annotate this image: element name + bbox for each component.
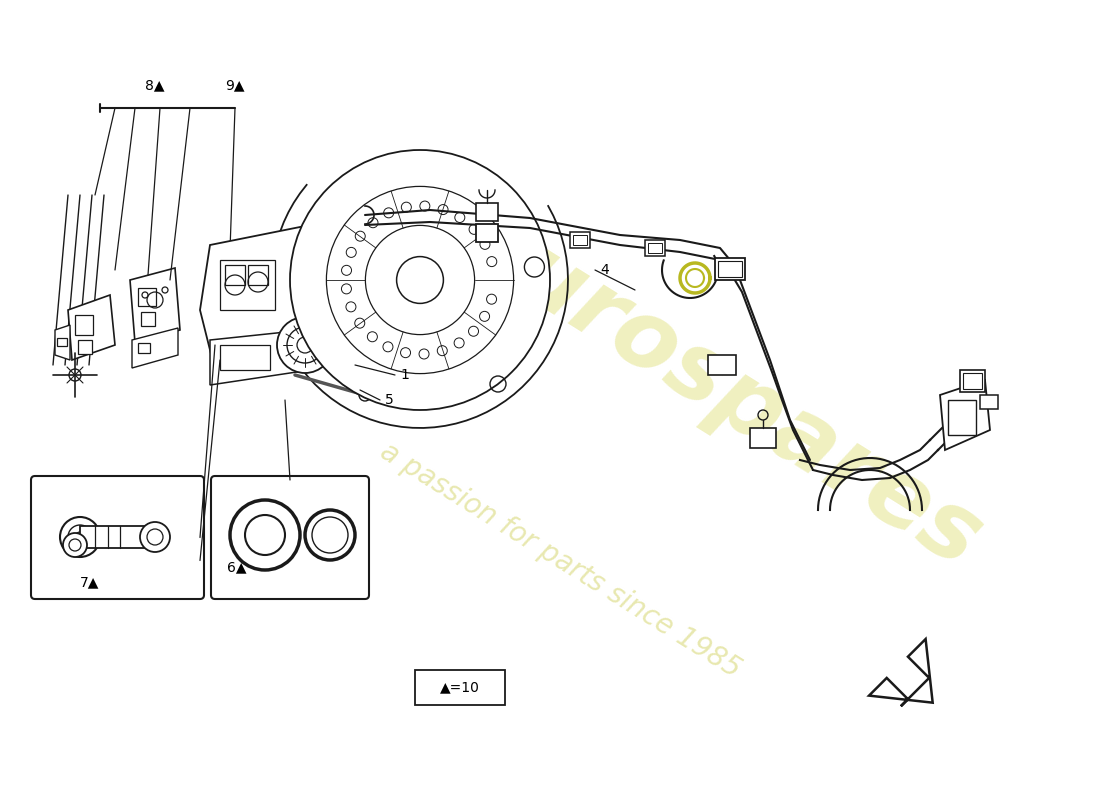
Circle shape xyxy=(397,257,443,303)
Bar xyxy=(57,338,67,346)
Circle shape xyxy=(140,522,170,552)
Circle shape xyxy=(290,150,550,410)
Bar xyxy=(570,232,590,248)
Bar xyxy=(415,670,505,705)
Polygon shape xyxy=(210,330,310,385)
Circle shape xyxy=(63,533,87,557)
Polygon shape xyxy=(132,328,178,368)
Bar xyxy=(960,370,984,392)
Bar xyxy=(948,400,976,435)
Bar xyxy=(980,395,998,409)
Bar xyxy=(645,240,665,256)
Text: 7▲: 7▲ xyxy=(80,575,100,589)
Bar xyxy=(75,315,94,335)
Text: a passion for parts since 1985: a passion for parts since 1985 xyxy=(375,437,746,683)
Polygon shape xyxy=(940,380,990,450)
Bar xyxy=(715,258,745,280)
Text: 4: 4 xyxy=(600,263,608,277)
Circle shape xyxy=(305,510,355,560)
Bar xyxy=(718,261,743,277)
Bar xyxy=(708,355,736,375)
Text: 5: 5 xyxy=(385,393,394,407)
Text: 6▲: 6▲ xyxy=(228,560,246,574)
Bar xyxy=(141,312,155,326)
Bar xyxy=(248,265,268,285)
Bar xyxy=(476,203,498,221)
Polygon shape xyxy=(130,268,180,343)
Text: 1: 1 xyxy=(400,368,409,382)
Polygon shape xyxy=(200,225,330,370)
Bar xyxy=(573,235,587,245)
Text: ▲=10: ▲=10 xyxy=(440,681,480,694)
Circle shape xyxy=(230,500,300,570)
Bar xyxy=(476,224,498,242)
Bar xyxy=(226,265,245,285)
Bar xyxy=(962,373,982,389)
Bar xyxy=(78,340,92,354)
Bar xyxy=(648,243,662,253)
Text: 9▲: 9▲ xyxy=(226,78,244,92)
Text: eurospares: eurospares xyxy=(442,193,998,587)
Bar xyxy=(138,288,156,306)
Polygon shape xyxy=(55,325,70,360)
Bar xyxy=(220,260,275,310)
FancyBboxPatch shape xyxy=(211,476,368,599)
Circle shape xyxy=(60,517,100,557)
Bar xyxy=(80,526,155,548)
Text: 8▲: 8▲ xyxy=(145,78,165,92)
FancyBboxPatch shape xyxy=(31,476,204,599)
Polygon shape xyxy=(68,295,116,360)
Circle shape xyxy=(277,317,333,373)
Circle shape xyxy=(359,389,371,401)
Bar xyxy=(220,345,270,370)
Bar xyxy=(138,343,150,353)
Bar xyxy=(750,428,776,448)
